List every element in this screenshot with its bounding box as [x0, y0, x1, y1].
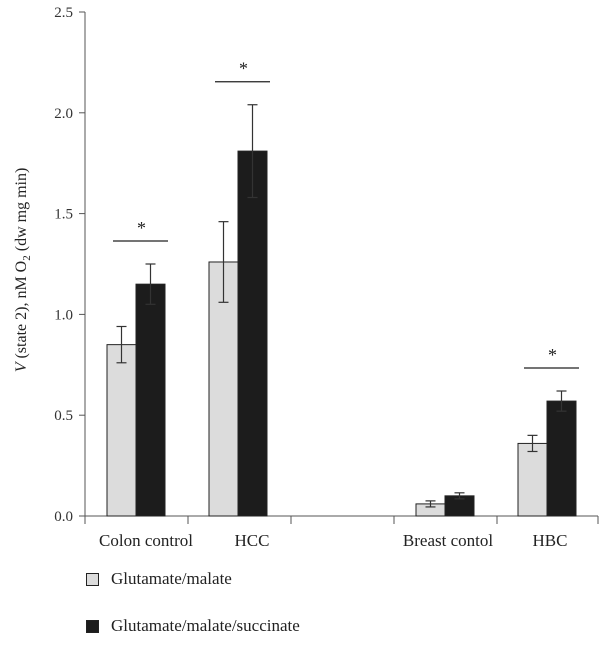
y-tick-label: 1.5 [54, 207, 73, 223]
bar [546, 400, 577, 517]
significance-star: * [137, 218, 146, 238]
legend-label: Glutamate/malate [111, 569, 232, 588]
bar [208, 261, 239, 517]
x-category-label: Breast contol [403, 531, 493, 550]
y-tick-label: 2.0 [54, 106, 73, 122]
legend-item-glutamate-malate-succinate: Glutamate/malate/succinate [86, 615, 300, 637]
significance-star: * [548, 345, 557, 365]
legend-swatch-light [86, 572, 99, 586]
legend-label: Glutamate/malate/succinate [111, 616, 300, 635]
significance-star: * [239, 59, 248, 79]
x-category-label: Colon control [99, 531, 193, 550]
legend-swatch-dark [86, 619, 99, 633]
axes: 0.0 0.5 1.0 1.5 2.0 2.5 Colon control HCC Breast… [54, 5, 599, 550]
y-tick-label: 2.5 [54, 5, 73, 21]
x-category-label: HBC [533, 531, 568, 550]
y-tick-label: 0.0 [54, 509, 73, 525]
y-tick-label: 1.0 [54, 307, 73, 323]
y-axis-label: V (state 2), nM O2 (dw mg min) [13, 168, 33, 373]
bar-chart: 0.0 0.5 1.0 1.5 2.0 2.5 Colon control HCC Breast… [13, 5, 599, 550]
bar [237, 150, 268, 517]
bar [106, 344, 137, 517]
legend-item-glutamate-malate: Glutamate/malate [86, 568, 300, 590]
x-category-label: HCC [235, 531, 270, 550]
bars-group [106, 150, 577, 517]
bar [135, 283, 166, 517]
error-bars-group [116, 104, 567, 508]
legend: Glutamate/malate Glutamate/malate/succin… [86, 568, 300, 662]
bar [517, 442, 548, 517]
y-tick-label: 0.5 [54, 408, 73, 424]
significance-group: * * * [113, 59, 579, 369]
